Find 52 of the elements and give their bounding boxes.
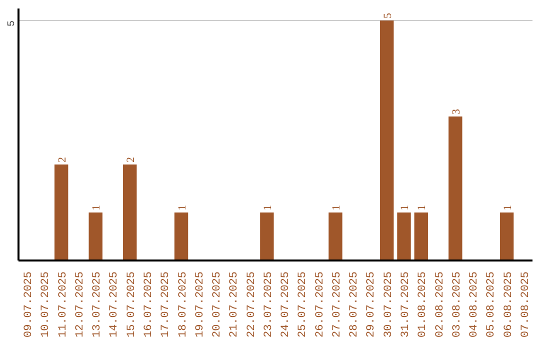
data-label: 1 — [416, 205, 428, 210]
bar — [448, 116, 462, 260]
x-tick-label: 29.07.2025 — [366, 271, 378, 338]
x-tick-label: 07.08.2025 — [520, 271, 532, 338]
x-tick-label: 10.07.2025 — [40, 271, 52, 338]
x-tick-label: 01.08.2025 — [417, 271, 430, 338]
data-label: 2 — [124, 157, 137, 162]
x-tick-label: 23.07.2025 — [262, 271, 275, 338]
data-label: 1 — [262, 205, 274, 210]
x-tick-label: 04.08.2025 — [468, 271, 481, 338]
data-label: 1 — [502, 205, 514, 210]
x-tick-label: 11.07.2025 — [57, 271, 70, 338]
x-tick-label: 28.07.2025 — [348, 271, 361, 338]
bar — [414, 212, 428, 260]
x-tick-label: 21.07.2025 — [228, 271, 241, 338]
x-tick-label: 22.07.2025 — [246, 271, 258, 338]
bar — [500, 212, 514, 260]
x-tick-label: 30.07.2025 — [382, 271, 395, 338]
x-tick-label: 09.07.2025 — [23, 271, 36, 338]
x-tick-label: 16.07.2025 — [143, 271, 155, 338]
data-label: 1 — [90, 205, 103, 210]
x-tick-label: 26.07.2025 — [314, 271, 326, 338]
x-tick-label: 05.08.2025 — [486, 271, 498, 338]
x-tick-label: 15.07.2025 — [126, 271, 138, 338]
bar — [380, 20, 394, 260]
data-label: 5 — [382, 12, 394, 18]
bar — [397, 212, 411, 260]
data-label: 1 — [399, 205, 411, 210]
x-tick-label: 14.07.2025 — [108, 271, 121, 338]
bar — [123, 164, 137, 260]
x-tick-label: 17.07.2025 — [160, 271, 172, 338]
x-tick-label: 03.08.2025 — [451, 271, 464, 338]
bar — [54, 164, 68, 260]
x-tick-label: 25.07.2025 — [297, 271, 310, 338]
x-tick-label: 18.07.2025 — [177, 271, 190, 338]
x-tick-label: 13.07.2025 — [92, 271, 104, 338]
data-label: 2 — [56, 157, 68, 162]
bar — [328, 212, 342, 260]
data-label: 3 — [450, 108, 462, 114]
bar — [88, 212, 102, 260]
data-label: 1 — [176, 205, 188, 210]
data-label: 1 — [330, 205, 342, 210]
x-tick-label: 19.07.2025 — [194, 271, 206, 338]
bar — [174, 212, 188, 260]
x-tick-label: 02.08.2025 — [434, 271, 446, 338]
x-tick-label: 31.07.2025 — [400, 271, 412, 338]
bar — [260, 212, 274, 260]
x-tick-label: 24.07.2025 — [280, 271, 292, 338]
x-tick-label: 20.07.2025 — [212, 271, 224, 338]
x-tick-label: 06.08.2025 — [502, 271, 515, 338]
x-tick-label: 12.07.2025 — [74, 271, 86, 338]
x-tick-label: 27.07.2025 — [331, 271, 344, 338]
